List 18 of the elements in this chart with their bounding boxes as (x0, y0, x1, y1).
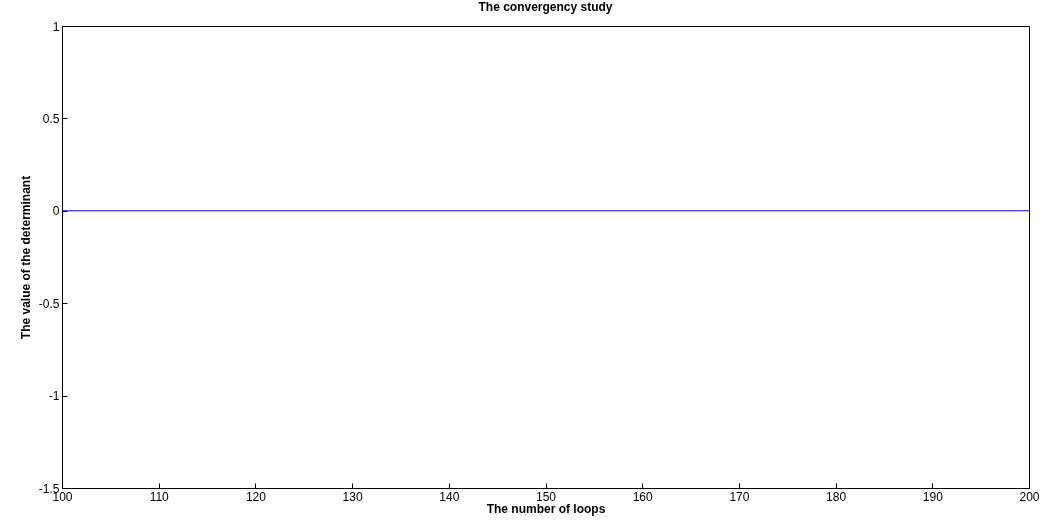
x-tick-label: 150 (535, 489, 557, 504)
x-tick-label: 160 (632, 489, 654, 504)
x-axis-title: The number of loops (486, 501, 606, 516)
x-tick-label: 140 (439, 489, 460, 504)
x-tick-label: 180 (826, 489, 847, 504)
y-tick-label: -0.5 (38, 296, 60, 311)
x-tick-label: 120 (245, 489, 267, 504)
x-tick-label: 110 (149, 489, 170, 504)
x-tick-label: 190 (922, 489, 944, 504)
x-tick-label: 200 (1019, 489, 1040, 504)
y-tick-label: 0.5 (42, 111, 60, 126)
x-tick-label: 170 (729, 489, 750, 504)
chart-title: The convergency study (478, 0, 613, 14)
y-tick-label: 1 (52, 19, 60, 34)
y-tick-label: -1 (48, 389, 60, 404)
y-tick-label: 0 (52, 204, 60, 219)
y-axis-title: The value of the determinant (18, 175, 33, 340)
x-tick-label: 130 (342, 489, 363, 504)
